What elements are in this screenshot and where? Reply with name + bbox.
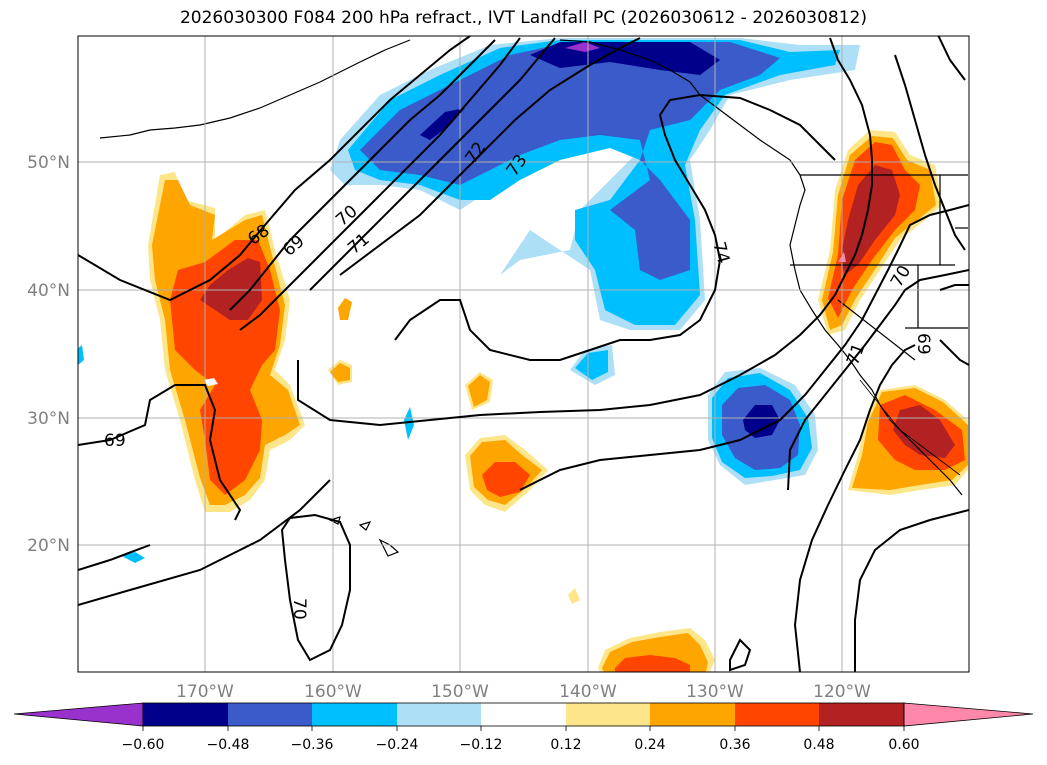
lon-label-130w: 130°W <box>686 682 744 702</box>
colorbar-over-arrow <box>903 702 1034 727</box>
lat-label-30n: 30°N <box>27 409 70 429</box>
lat-label-40n: 40°N <box>27 281 70 301</box>
political-borders <box>859 379 961 476</box>
contour-label: 69 <box>104 431 126 451</box>
colorbar-bin <box>650 703 735 726</box>
colorbar-tick-label: −0.12 <box>460 737 503 753</box>
colorbar-tick-label: −0.60 <box>122 737 165 753</box>
refractivity-contours <box>78 36 969 672</box>
contour-label: 70 <box>289 598 309 620</box>
colorbar-tick-label: −0.36 <box>291 737 334 753</box>
graticule <box>78 36 969 672</box>
negative-anomaly-fill <box>78 38 860 563</box>
lon-label-160w: 160°W <box>304 682 362 702</box>
colorbar-bin <box>228 703 312 726</box>
positive-anomaly-fill <box>148 130 968 672</box>
colorbar-bin <box>819 703 904 726</box>
lon-label-150w: 150°W <box>431 682 489 702</box>
colorbar-bin <box>735 703 819 726</box>
map-frame <box>77 35 970 673</box>
colorbar-tick-label: 0.12 <box>550 737 581 753</box>
longitude-labels: 170°W 160°W 150°W 140°W 130°W 120°W <box>176 682 871 702</box>
colorbar-tick-label: 0.24 <box>634 737 665 753</box>
colorbar-tick-label: 0.60 <box>888 737 919 753</box>
colorbar-tick-label: 0.48 <box>803 737 834 753</box>
contour-label: 69 <box>913 333 933 355</box>
contour-label: 69 <box>279 231 308 260</box>
colorbar-under-arrow <box>13 702 144 727</box>
map-title: 2026030300 F084 200 hPa refract., IVT La… <box>179 8 867 28</box>
colorbar-tick-label: 0.36 <box>719 737 750 753</box>
lon-label-140w: 140°W <box>559 682 617 702</box>
colorbar: −0.60 −0.48 −0.36 −0.24 −0.12 0.12 0.24 … <box>13 702 1034 753</box>
latitude-labels: 50°N 40°N 30°N 20°N <box>27 153 70 556</box>
lon-label-170w: 170°W <box>176 682 234 702</box>
colorbar-bin <box>143 703 228 726</box>
lat-label-50n: 50°N <box>27 153 70 173</box>
colorbar-bin <box>312 703 397 726</box>
contour-label: 70 <box>332 201 361 230</box>
lat-label-20n: 20°N <box>27 536 70 556</box>
colorbar-bin <box>481 703 566 726</box>
colorbar-bin <box>566 703 650 726</box>
colorbar-tick-label: −0.48 <box>207 737 250 753</box>
contour-label: 74 <box>708 240 733 266</box>
colorbar-tick-label: −0.24 <box>376 737 419 753</box>
lon-label-120w: 120°W <box>813 682 871 702</box>
colorbar-bin <box>397 703 481 726</box>
